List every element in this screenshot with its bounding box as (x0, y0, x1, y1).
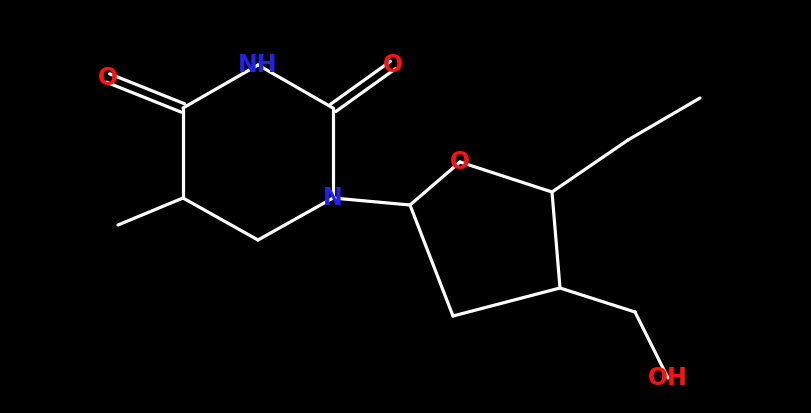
Text: OH: OH (648, 366, 688, 390)
Text: N: N (323, 186, 343, 210)
Text: O: O (450, 150, 470, 174)
Text: NH: NH (238, 53, 277, 77)
Text: O: O (98, 66, 118, 90)
Text: O: O (383, 53, 403, 77)
